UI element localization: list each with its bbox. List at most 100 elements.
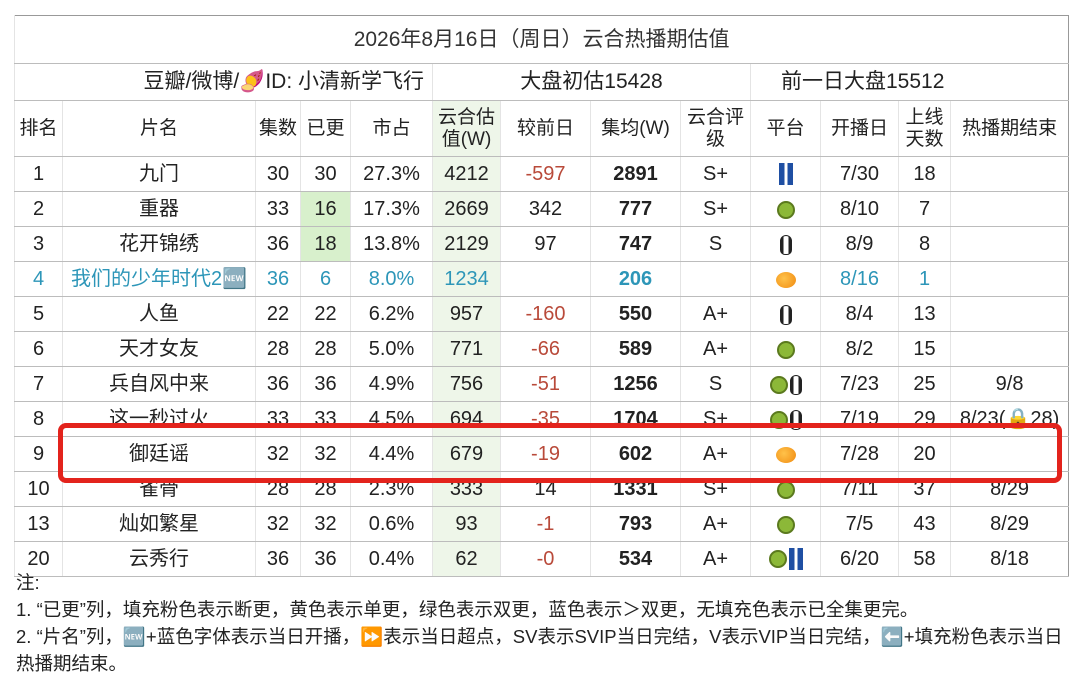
- cell: S+: [680, 471, 751, 507]
- cell-days: 15: [913, 338, 936, 360]
- cell: 13: [898, 296, 951, 332]
- cell-start: 8/9: [845, 233, 874, 255]
- cell: 雀骨: [62, 471, 256, 507]
- cell-value: 333: [449, 478, 484, 500]
- cell-rank: 5: [32, 303, 45, 325]
- cell-end: 8/18: [990, 548, 1030, 570]
- column-header: 开播日: [820, 100, 899, 157]
- title: 2026年8月16日（周日）云合热播期估值: [13, 15, 1069, 64]
- note-line: 1. “已更”列，填充粉色表示断更，黄色表示单更，绿色表示双更，蓝色表示＞双更，…: [16, 599, 919, 620]
- cell: 5: [14, 296, 63, 332]
- cell: [750, 296, 821, 332]
- cell: 8/23(🔒28): [949, 401, 1069, 437]
- cell-value: 1234: [444, 268, 489, 290]
- cell-rank: 3: [32, 233, 45, 255]
- table-row: 9 御廷谣 32 32 4.4% 679 -19 602 A+ 7/28 20: [14, 436, 1069, 472]
- estimate-table: 2026年8月16日（周日）云合热播期估值 豆瓣/微博/🍠ID: 小清新学飞行大…: [13, 15, 1070, 577]
- cell-name: 兵自风中来: [109, 373, 209, 395]
- cell: 6: [300, 261, 351, 297]
- cell-value: 679: [449, 443, 484, 465]
- cell: [680, 261, 751, 297]
- cell: 2: [14, 191, 63, 227]
- cell: [750, 471, 821, 507]
- table-row: 4 我们的少年时代2🆕 36 6 8.0% 1234 206 8/16 1: [14, 261, 1069, 297]
- cell: [750, 366, 821, 402]
- cell: 9/8: [949, 366, 1069, 402]
- cell: 20: [14, 541, 63, 577]
- cell-eps: 36: [266, 373, 290, 395]
- cell: 0.4%: [350, 541, 433, 577]
- cell-start: 8/16: [840, 268, 879, 290]
- cell: [750, 226, 821, 262]
- cell: 22: [300, 296, 351, 332]
- cell-eps: 36: [266, 548, 290, 570]
- cell: -51: [500, 366, 591, 402]
- cell: 8/9: [820, 226, 899, 262]
- cell-aired: 30: [314, 163, 337, 185]
- cell-value: 756: [449, 373, 484, 395]
- cell: [750, 401, 821, 437]
- cell: 30: [300, 156, 351, 192]
- cell: 36: [300, 541, 351, 577]
- previous: 前一日大盘15512: [749, 63, 1069, 101]
- cell-avg: 2891: [613, 163, 658, 185]
- platform-icon: [768, 550, 787, 569]
- cell: 32: [300, 506, 351, 542]
- cell: 62: [432, 541, 501, 577]
- cell-aired: 28: [314, 478, 337, 500]
- cell: 18: [898, 156, 951, 192]
- cell-avg: 550: [618, 303, 653, 325]
- cell-value: 4212: [444, 163, 489, 185]
- table-row: 20 云秀行 36 36 0.4% 62 -0 534 A+ 6/20 58 8/18: [14, 541, 1069, 577]
- table-row: 3 花开锦绣 36 18 13.8% 2129 97 747 S 8/9 8: [14, 226, 1069, 262]
- estimate: 大盘初估15428: [432, 63, 751, 101]
- platform-icon: [775, 271, 796, 288]
- cell: A+: [680, 331, 751, 367]
- cell-avg: 1331: [613, 478, 658, 500]
- cell-name: 人鱼: [139, 303, 179, 325]
- cell: 7/5: [820, 506, 899, 542]
- cell-change: -51: [531, 373, 560, 395]
- cell: 33: [255, 401, 301, 437]
- cell: [750, 541, 821, 577]
- cell: 6: [14, 331, 63, 367]
- cell: 1234: [432, 261, 501, 297]
- cell-grade: S: [708, 233, 723, 255]
- cell-name: 重器: [139, 198, 179, 220]
- cell: 1256: [590, 366, 681, 402]
- cell: 7/11: [820, 471, 899, 507]
- cell: 重器: [62, 191, 256, 227]
- cell: 756: [432, 366, 501, 402]
- cell-change: -1: [536, 513, 555, 535]
- platform-icon: [769, 375, 788, 394]
- cell: [949, 156, 1069, 192]
- cell-value: 2669: [444, 198, 489, 220]
- cell-days: 1: [918, 268, 931, 290]
- cell: 7: [14, 366, 63, 402]
- cell: 33: [255, 191, 301, 227]
- cell: 1331: [590, 471, 681, 507]
- cell-start: 7/28: [840, 443, 879, 465]
- cell: 0.6%: [350, 506, 433, 542]
- cell-change: -0: [536, 548, 555, 570]
- platform-icon: [779, 304, 792, 325]
- cell-end: 8/29: [990, 513, 1030, 535]
- cell-rank: 13: [27, 513, 50, 535]
- platform-icon: [789, 374, 802, 395]
- cell: 589: [590, 331, 681, 367]
- cell: 御廷谣: [62, 436, 256, 472]
- cell: [750, 261, 821, 297]
- cell-share: 4.9%: [368, 373, 415, 395]
- cell-days: 7: [918, 198, 931, 220]
- cell-eps: 32: [266, 513, 290, 535]
- cell: 2669: [432, 191, 501, 227]
- cell-days: 25: [913, 373, 936, 395]
- cell: 32: [255, 506, 301, 542]
- cell-start: 7/11: [840, 478, 879, 500]
- cell-start: 6/20: [840, 548, 879, 570]
- cell: 602: [590, 436, 681, 472]
- cell-avg: 534: [618, 548, 653, 570]
- cell-avg: 589: [618, 338, 653, 360]
- cell: A+: [680, 541, 751, 577]
